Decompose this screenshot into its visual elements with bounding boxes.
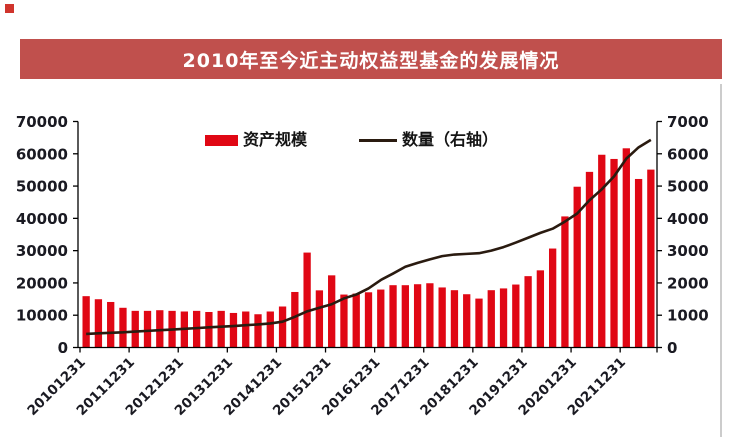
bar: [475, 298, 483, 348]
left-axis-tick-label: 60000: [16, 145, 68, 163]
legend-bar-label: 资产规模: [243, 130, 308, 149]
bar: [340, 294, 348, 348]
right-axis-tick-label: 2000: [667, 274, 709, 292]
bar: [401, 285, 409, 348]
bar: [561, 216, 569, 348]
bar: [291, 291, 299, 348]
right-axis-tick-label: 5000: [667, 178, 709, 196]
bar: [585, 171, 594, 348]
bar: [303, 252, 311, 348]
bar: [278, 306, 287, 348]
bar: [328, 275, 336, 348]
bar: [82, 296, 90, 348]
bar: [549, 248, 557, 348]
right-axis-tick-label: 6000: [667, 145, 709, 163]
bar: [573, 186, 581, 348]
left-axis-tick-label: 50000: [16, 178, 68, 196]
chart-legend: 资产规模 数量（右轴）: [205, 130, 498, 150]
chart-title: 2010年至今近主动权益型基金的发展情况: [182, 49, 560, 72]
chart-title-banner: 2010年至今近主动权益型基金的发展情况: [20, 39, 722, 79]
bar: [426, 283, 434, 348]
bar: [377, 289, 385, 348]
bar: [156, 310, 164, 348]
bar: [622, 148, 630, 348]
bar: [647, 169, 655, 348]
legend-line-swatch-icon: [359, 138, 398, 142]
bar: [119, 307, 127, 348]
bar: [217, 310, 225, 348]
left-axis-tick-label: 0: [58, 339, 68, 357]
bar: [413, 284, 422, 348]
bar: [352, 293, 360, 348]
legend-bar-swatch-icon: [205, 134, 238, 146]
count-line: [86, 138, 652, 336]
record-dot-icon: [5, 4, 14, 13]
bar: [266, 311, 274, 348]
bar: [487, 290, 495, 348]
bar: [107, 301, 115, 348]
bar: [598, 154, 606, 348]
bar: [450, 290, 459, 348]
bar: [364, 292, 373, 348]
bar: [463, 294, 471, 348]
left-axis-tick-label: 10000: [16, 307, 68, 325]
bar: [499, 288, 508, 348]
bar: [536, 270, 545, 348]
bar: [94, 299, 103, 348]
bar: [254, 314, 262, 348]
window-right-border: [720, 84, 722, 437]
bar: [389, 285, 397, 348]
bar: [205, 311, 213, 348]
right-axis-tick-label: 7000: [667, 113, 709, 131]
right-axis-tick-label: 4000: [667, 210, 709, 228]
bar: [610, 158, 618, 348]
bar: [229, 312, 238, 348]
legend-line-label: 数量（右轴）: [402, 130, 499, 149]
bar: [634, 178, 643, 348]
bar: [438, 287, 446, 348]
bar: [143, 310, 152, 348]
bar: [242, 311, 250, 348]
bar: [524, 276, 532, 348]
left-axis-tick-label: 30000: [16, 242, 68, 260]
bar: [512, 284, 520, 348]
left-axis-tick-label: 40000: [16, 210, 68, 228]
bar: [131, 310, 139, 348]
left-axis-tick-label: 20000: [16, 274, 68, 292]
left-axis-tick-label: 70000: [16, 113, 68, 131]
right-axis-tick-label: 0: [667, 339, 677, 357]
bar: [315, 290, 324, 348]
right-axis-tick-label: 1000: [667, 307, 709, 325]
right-axis-tick-label: 3000: [667, 242, 709, 260]
